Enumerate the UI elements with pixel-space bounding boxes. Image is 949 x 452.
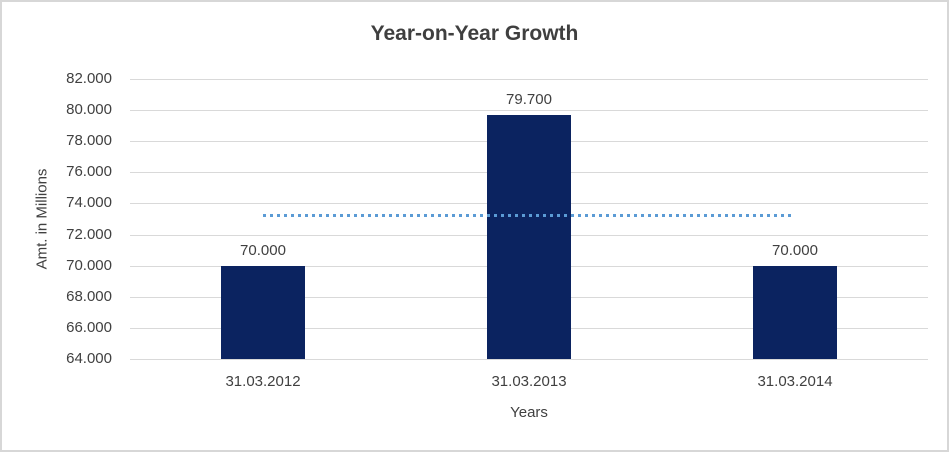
- y-tick-label: 78.000: [66, 132, 112, 149]
- chart-title: Year-on-Year Growth: [370, 22, 579, 45]
- bar-31.03.2014: [753, 266, 837, 359]
- average-dotted-line: [263, 214, 795, 217]
- y-axis-title: Amt. in Millions: [33, 168, 51, 270]
- y-tick-label: 82.000: [66, 70, 112, 87]
- gridline: [130, 79, 928, 80]
- y-tick-label: 76.000: [66, 163, 112, 180]
- bar-31.03.2013: [487, 115, 571, 359]
- y-tick-label: 68.000: [66, 288, 112, 305]
- y-tick-label: 70.000: [66, 257, 112, 274]
- x-tick-label: 31.03.2013: [491, 373, 567, 390]
- gridline: [130, 359, 928, 360]
- y-tick-label: 66.000: [66, 319, 112, 336]
- y-tick-label: 74.000: [66, 194, 112, 211]
- y-tick-label: 80.000: [66, 101, 112, 118]
- gridline: [130, 110, 928, 111]
- plot-area: 70.000 79.700 70.000: [130, 79, 928, 360]
- x-tick-label: 31.03.2014: [757, 373, 833, 390]
- bar-data-label: 70.000: [772, 242, 818, 259]
- bar-data-label: 79.700: [506, 91, 552, 108]
- x-axis-title: Years: [510, 404, 548, 421]
- bar-31.03.2012: [221, 266, 305, 359]
- y-tick-label: 64.000: [66, 350, 112, 367]
- y-tick-label: 72.000: [66, 226, 112, 243]
- bar-data-label: 70.000: [240, 242, 286, 259]
- x-tick-label: 31.03.2012: [225, 373, 301, 390]
